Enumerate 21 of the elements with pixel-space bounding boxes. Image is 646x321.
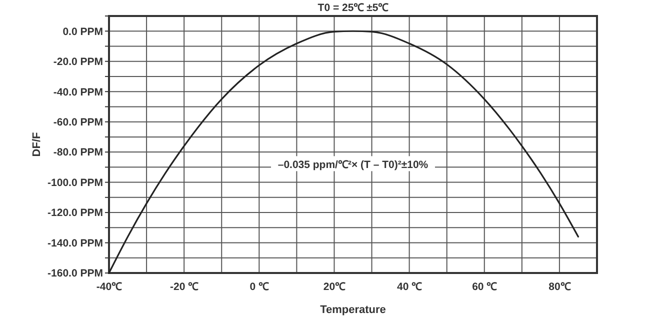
y-tick-label: -140.0 PPM: [48, 237, 104, 250]
y-tick-label: 0.0 PPM: [62, 26, 104, 38]
x-tick-label: -20 ℃: [170, 281, 200, 293]
y-tick-label: -20.0 PPM: [53, 56, 104, 68]
y-tick-label: -40.0 PPM: [53, 86, 104, 98]
y-tick-label: -80.0 PPM: [53, 146, 104, 159]
y-tick-label: -60.0 PPM: [53, 116, 104, 128]
y-tick-label: -120.0 PPM: [48, 207, 104, 220]
x-axis-title: Temperature: [320, 304, 386, 316]
y-axis-title: DF/F: [31, 132, 43, 157]
x-tick-label: 80℃: [548, 281, 572, 293]
x-tick-label: 60 ℃: [472, 281, 498, 293]
line-series: [108, 30, 580, 274]
chart-title: T0 = 25℃ ±5℃: [318, 2, 390, 14]
y-tick-label: -160.0 PPM: [48, 268, 104, 280]
annotation: –0.035 ppm/℃²× (T – T0)²±10%: [278, 158, 429, 171]
x-tick-label: 40 ℃: [397, 281, 423, 293]
x-tick-label: -40℃: [96, 281, 123, 293]
x-tick-label: 0 ℃: [250, 281, 270, 293]
y-tick-label: -100.0 PPM: [48, 176, 104, 189]
x-tick-label: 20℃: [323, 281, 346, 293]
